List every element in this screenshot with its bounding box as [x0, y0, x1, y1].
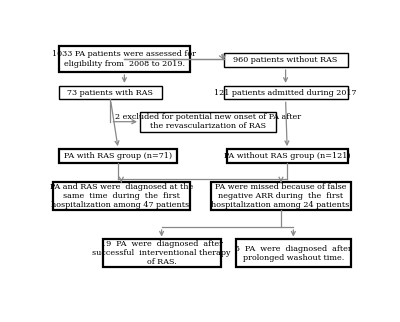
- FancyBboxPatch shape: [227, 149, 348, 163]
- Text: PA with RAS group (n=71): PA with RAS group (n=71): [64, 152, 172, 160]
- Text: PA were missed because of false
negative ARR during  the  first
hospitalization : PA were missed because of false negative…: [210, 183, 351, 209]
- Text: 5  PA  were  diagnosed  after
prolonged washout time.: 5 PA were diagnosed after prolonged wash…: [235, 244, 352, 262]
- Text: PA and RAS were  diagnosed at the
same  time  during  the  first
hospitalization: PA and RAS were diagnosed at the same ti…: [50, 183, 193, 209]
- FancyBboxPatch shape: [103, 240, 220, 267]
- Text: 121 patients admitted during 2017: 121 patients admitted during 2017: [214, 89, 357, 97]
- FancyBboxPatch shape: [224, 53, 348, 67]
- Text: 1033 PA patients were assessed for
eligibility from  2008 to 2019.: 1033 PA patients were assessed for eligi…: [52, 51, 196, 68]
- FancyBboxPatch shape: [59, 46, 190, 72]
- FancyBboxPatch shape: [59, 86, 162, 99]
- FancyBboxPatch shape: [224, 86, 348, 99]
- FancyBboxPatch shape: [236, 240, 351, 267]
- Text: 2 excluded for potential new onset of PA after
the revascularization of RAS: 2 excluded for potential new onset of PA…: [115, 113, 301, 130]
- FancyBboxPatch shape: [211, 183, 351, 210]
- FancyBboxPatch shape: [59, 149, 177, 163]
- Text: PA without RAS group (n=121): PA without RAS group (n=121): [224, 152, 350, 160]
- FancyBboxPatch shape: [140, 112, 276, 132]
- Text: 73 patients with RAS: 73 patients with RAS: [68, 89, 154, 97]
- Text: 960 patients without RAS: 960 patients without RAS: [234, 56, 338, 64]
- FancyBboxPatch shape: [53, 183, 190, 210]
- Text: 19  PA  were  diagnosed  after
successful  interventional therapy
of RAS.: 19 PA were diagnosed after successful in…: [92, 240, 231, 266]
